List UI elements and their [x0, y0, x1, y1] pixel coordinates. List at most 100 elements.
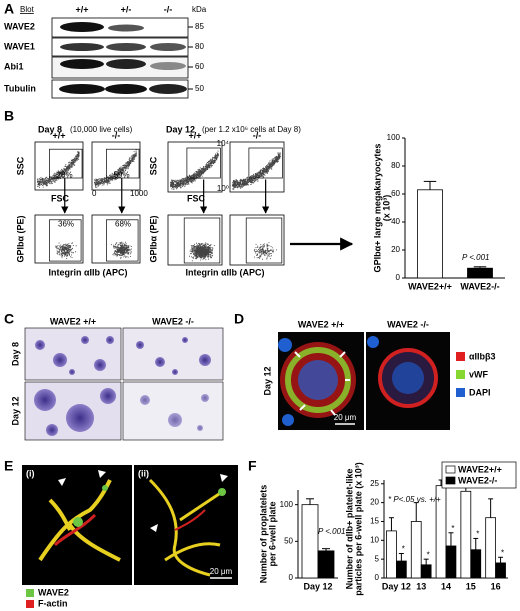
axis-label: GPIbα (PE): [148, 215, 158, 262]
blot-image-part: [60, 22, 104, 32]
significance-mark: *: [427, 550, 430, 559]
fluorescence-e-part: [150, 524, 158, 532]
y-tick-label: 0: [396, 273, 401, 282]
micrograph-c-part: [69, 369, 75, 375]
micrograph-c-part: [106, 336, 114, 344]
gate-percent: 68%: [115, 220, 131, 229]
legend-label: αIIbβ3: [469, 351, 496, 361]
significance-mark: *: [451, 524, 454, 533]
legend-label: DAPI: [469, 387, 491, 397]
y-tick-label: 80: [391, 161, 400, 170]
flow-events: [253, 242, 277, 260]
panel-letter: D: [234, 311, 244, 327]
bar: [495, 562, 506, 579]
annotation: P <.001: [318, 527, 346, 536]
y-tick-label: 0: [289, 573, 294, 582]
genotype: +/-: [121, 4, 132, 14]
micrograph-c-part: [140, 395, 150, 405]
gate: [49, 148, 83, 179]
protein-label: Abi1: [4, 61, 24, 71]
micrograph-c-part: [94, 359, 106, 371]
axis-label: FSC: [51, 193, 70, 203]
bar: [301, 504, 319, 579]
blot-header: Blot: [20, 5, 35, 14]
legend-label: F-actin: [38, 598, 68, 608]
fluorescence-e-part: [58, 478, 66, 486]
axis-label: SSC: [148, 156, 158, 175]
micrograph-c-part: [46, 424, 58, 436]
bar: [386, 530, 397, 579]
bar: [410, 521, 422, 579]
y-tick-label: 15: [370, 517, 379, 526]
gate: [186, 147, 221, 179]
blot-image-part: [105, 84, 147, 94]
bar: [435, 485, 447, 579]
x-tick-label: 14: [441, 581, 451, 591]
fluorescence-e-part: [98, 470, 106, 478]
fluorescence-d: [278, 332, 450, 430]
micrograph-c-part: [182, 337, 188, 343]
row-header: Day 12: [10, 396, 20, 425]
fluorescence-d-part: [367, 336, 379, 348]
axis-label: SSC: [15, 156, 25, 175]
gate: [248, 147, 283, 179]
y-tick-label: 50: [284, 536, 293, 545]
bar: [485, 517, 496, 579]
bar: [417, 189, 443, 279]
genotype: -/-: [253, 130, 262, 140]
fluorescence-d-part: [278, 338, 292, 352]
x-tick-label: 15: [466, 581, 476, 591]
mw-label: 50: [195, 84, 204, 93]
fluorescence-e-part: [102, 485, 108, 491]
x-tick-label: WAVE2+/+: [408, 281, 452, 291]
bar: [470, 549, 482, 579]
micrograph-c-part: [155, 357, 165, 367]
blot-image-part: [150, 43, 186, 51]
genotype: +/+: [188, 130, 201, 140]
x-tick-label: Day 12: [382, 581, 411, 591]
micrograph-c-part: [136, 341, 144, 349]
panel-letter: E: [4, 458, 13, 474]
mw-label: 60: [195, 62, 204, 71]
y-tick-label: 20: [391, 245, 400, 254]
legend-label: vWF: [469, 369, 489, 379]
y-tick-label: 40: [391, 217, 400, 226]
row-header: Day 12: [262, 366, 272, 395]
axis-tick: 10⁰: [217, 184, 229, 193]
y-axis-label: Number of αIIb+ platelet-like: [344, 469, 354, 590]
image-label: (i): [26, 468, 35, 478]
blot-image-part: [106, 43, 146, 51]
flow-events: [55, 242, 77, 259]
micrograph-c-part: [100, 388, 116, 404]
legend-label: WAVE2-/-: [458, 475, 497, 485]
x-tick-label: Day 12: [303, 581, 332, 591]
legend-swatch: [445, 465, 456, 474]
unit: kDa: [192, 5, 207, 14]
column-header: WAVE2 -/-: [152, 316, 194, 326]
fluorescence-d-part: [282, 414, 294, 426]
bar: [467, 267, 493, 279]
fluorescence-e: [22, 465, 238, 585]
flow-events: [189, 242, 215, 262]
micrograph-c-part: [199, 354, 211, 366]
micrograph-c-part: [81, 336, 89, 344]
y-tick-label: 5: [375, 554, 380, 563]
flow-events: [37, 151, 80, 188]
y-tick-label: 100: [280, 500, 294, 509]
x-tick-label: 16: [491, 581, 501, 591]
protein-label: WAVE2: [4, 21, 35, 31]
x-tick-label: WAVE2-/-: [460, 281, 499, 291]
y-axis-label: Number of proplatelets: [258, 485, 268, 584]
gate-percent: 59%: [114, 171, 130, 180]
legend-swatch: [456, 388, 465, 397]
blot-image-part: [106, 59, 146, 69]
y-tick-label: 60: [391, 189, 400, 198]
panel-letter: A: [4, 1, 14, 17]
bar: [420, 564, 432, 579]
protein-label: Tubulin: [4, 83, 36, 93]
blot-image-part: [59, 84, 105, 94]
day-note: (10,000 live cells): [70, 125, 133, 134]
axis-tick: 10⁴: [217, 139, 230, 148]
